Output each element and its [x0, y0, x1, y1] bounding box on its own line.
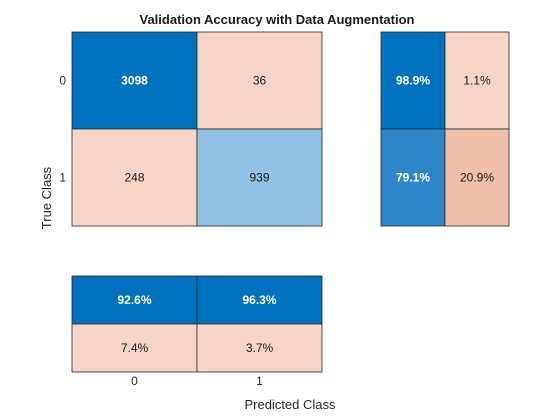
- matrix-cell: [196, 31, 323, 130]
- column-summary-value: 7.4%: [121, 341, 149, 355]
- row-summary-value: 1.1%: [463, 74, 491, 88]
- column-summary-value: 96.3%: [242, 293, 276, 307]
- chart-title: Validation Accuracy with Data Augmentati…: [140, 12, 415, 27]
- matrix-cell: [71, 31, 198, 130]
- row-summary-cell: [380, 128, 446, 227]
- column-summary: 92.6% 96.3% 7.4% 3.7%: [71, 275, 323, 373]
- row-summary-value: 20.9%: [460, 171, 494, 185]
- y-tick-label: 0: [59, 74, 66, 88]
- x-tick-label: 1: [256, 374, 263, 388]
- tick-labels: 0 0 1 1: [59, 74, 263, 389]
- y-axis-label: True Class: [39, 166, 54, 229]
- row-summary: 98.9% 1.1% 79.1% 20.9%: [380, 31, 510, 227]
- y-tick-label: 1: [59, 171, 66, 185]
- row-summary-value: 98.9%: [396, 74, 430, 88]
- column-summary-value: 3.7%: [246, 341, 274, 355]
- matrix-cell-value: 36: [253, 74, 267, 88]
- x-tick-label: 0: [131, 374, 138, 388]
- matrix-cell-value: 939: [249, 171, 269, 185]
- row-summary-cell: [444, 128, 510, 227]
- row-summary-cell: [380, 31, 446, 130]
- matrix-cell-value: 248: [124, 171, 144, 185]
- matrix-cell: [71, 128, 198, 227]
- column-summary-cell: [196, 323, 323, 373]
- row-summary-value: 79.1%: [396, 171, 430, 185]
- confusion-matrix: 3098 36 248 939: [71, 31, 323, 227]
- row-summary-cell: [444, 31, 510, 130]
- column-summary-cell: [196, 275, 323, 325]
- matrix-cell: [196, 128, 323, 227]
- column-summary-value: 92.6%: [117, 293, 151, 307]
- matrix-cell-value: 3098: [121, 74, 148, 88]
- x-axis-label: Predicted Class: [244, 397, 336, 412]
